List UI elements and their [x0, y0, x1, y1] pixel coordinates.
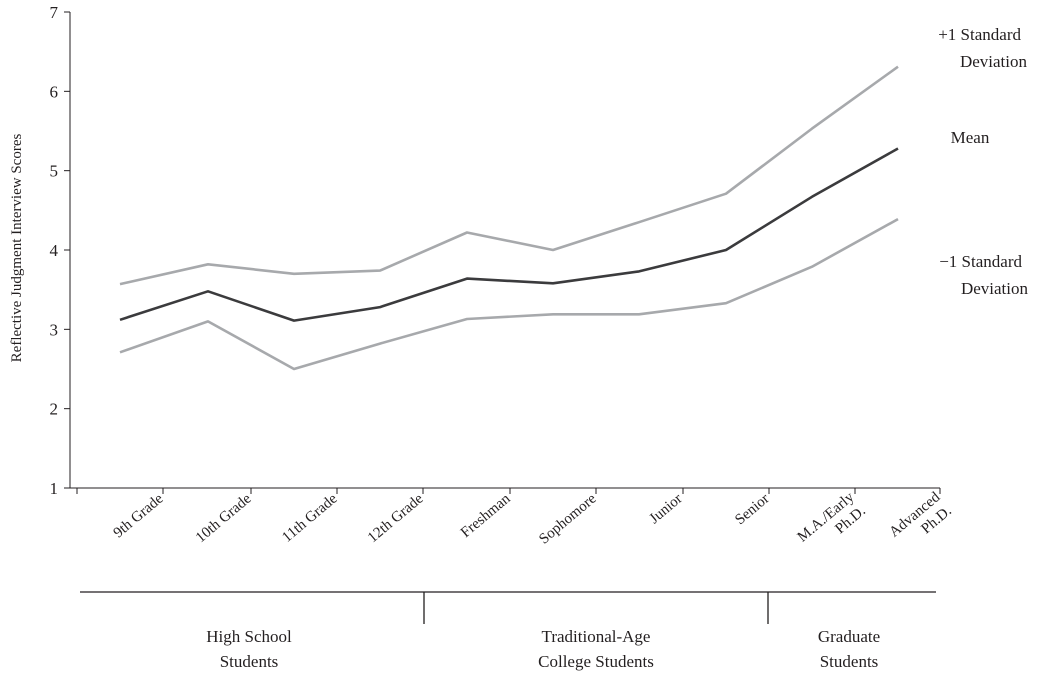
y-tick-label: 5: [50, 162, 59, 181]
y-axis-label: Reflective Judgment Interview Scores: [9, 134, 25, 363]
y-tick-label: 4: [50, 241, 59, 260]
x-tick-label: Freshman: [458, 490, 514, 541]
group-label: Traditional-Age College Students: [538, 627, 654, 671]
x-tick-label: Junior: [647, 491, 686, 527]
series-labels: +1 Standard Deviation Mean −1 Standard Devia…: [938, 25, 1028, 298]
x-tick-label: M.A./EarlyPh.D.: [795, 489, 870, 559]
category-groups: High School Students Traditional-Age Colleg…: [80, 591, 936, 671]
group-label: Graduate Students: [818, 627, 880, 671]
series-line: [119, 147, 899, 322]
x-tick-label: 10th Grade: [193, 491, 255, 547]
series-label: Mean: [951, 128, 990, 147]
y-tick-label: 7: [50, 3, 59, 22]
y-tick-label: 3: [50, 320, 59, 339]
y-tick-label: 6: [50, 82, 59, 101]
x-tick-label: 12th Grade: [365, 491, 427, 547]
x-tick-label: Senior: [732, 491, 772, 528]
y-tick-label: 1: [50, 479, 59, 498]
x-tick-label: AdvancedPh.D.: [886, 489, 955, 554]
series-line: [119, 65, 899, 286]
y-tick-label: 2: [50, 400, 59, 419]
group-label: High School Students: [206, 627, 292, 671]
x-tick-label: 11th Grade: [279, 491, 340, 546]
series-label: +1 Standard Deviation: [938, 25, 1027, 71]
series-line: [119, 217, 899, 371]
x-tick-label: Sophomore: [536, 491, 600, 548]
chart-series: [119, 65, 899, 371]
x-tick-label: 9th Grade: [111, 491, 167, 542]
series-label: −1 Standard Deviation: [939, 252, 1028, 298]
